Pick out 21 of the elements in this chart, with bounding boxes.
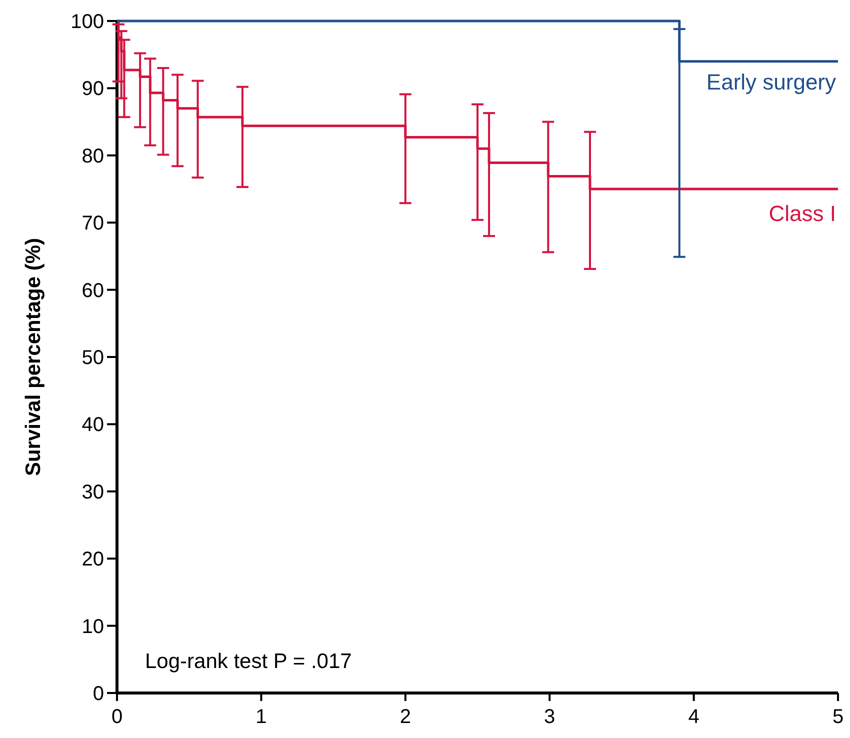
y-tick-label: 100 — [70, 11, 104, 33]
y-tick-label: 30 — [82, 481, 104, 504]
y-tick-label: 70 — [82, 212, 104, 235]
x-tick-label: 1 — [256, 706, 267, 728]
x-tick-label: 4 — [688, 706, 700, 728]
y-tick-label: 40 — [82, 414, 104, 436]
y-axis-title: Survival percentage (%) — [22, 238, 45, 476]
x-tick-label: 2 — [400, 706, 411, 728]
series-label: Class I — [768, 201, 836, 226]
y-tick-label: 90 — [82, 78, 104, 100]
x-tick-label: 3 — [544, 706, 556, 728]
y-tick-label: 10 — [82, 616, 104, 638]
x-tick-label: 0 — [111, 706, 123, 728]
y-tick-label: 80 — [82, 145, 104, 168]
y-tick-label: 60 — [82, 280, 104, 302]
y-tick-label: 20 — [82, 548, 104, 571]
series-label: Early surgery — [706, 69, 836, 94]
y-tick-label: 50 — [82, 347, 104, 369]
annotation: Log-rank test P = .017 — [145, 650, 352, 673]
y-tick-label: 0 — [92, 683, 104, 705]
x-tick-label: 5 — [832, 706, 844, 728]
